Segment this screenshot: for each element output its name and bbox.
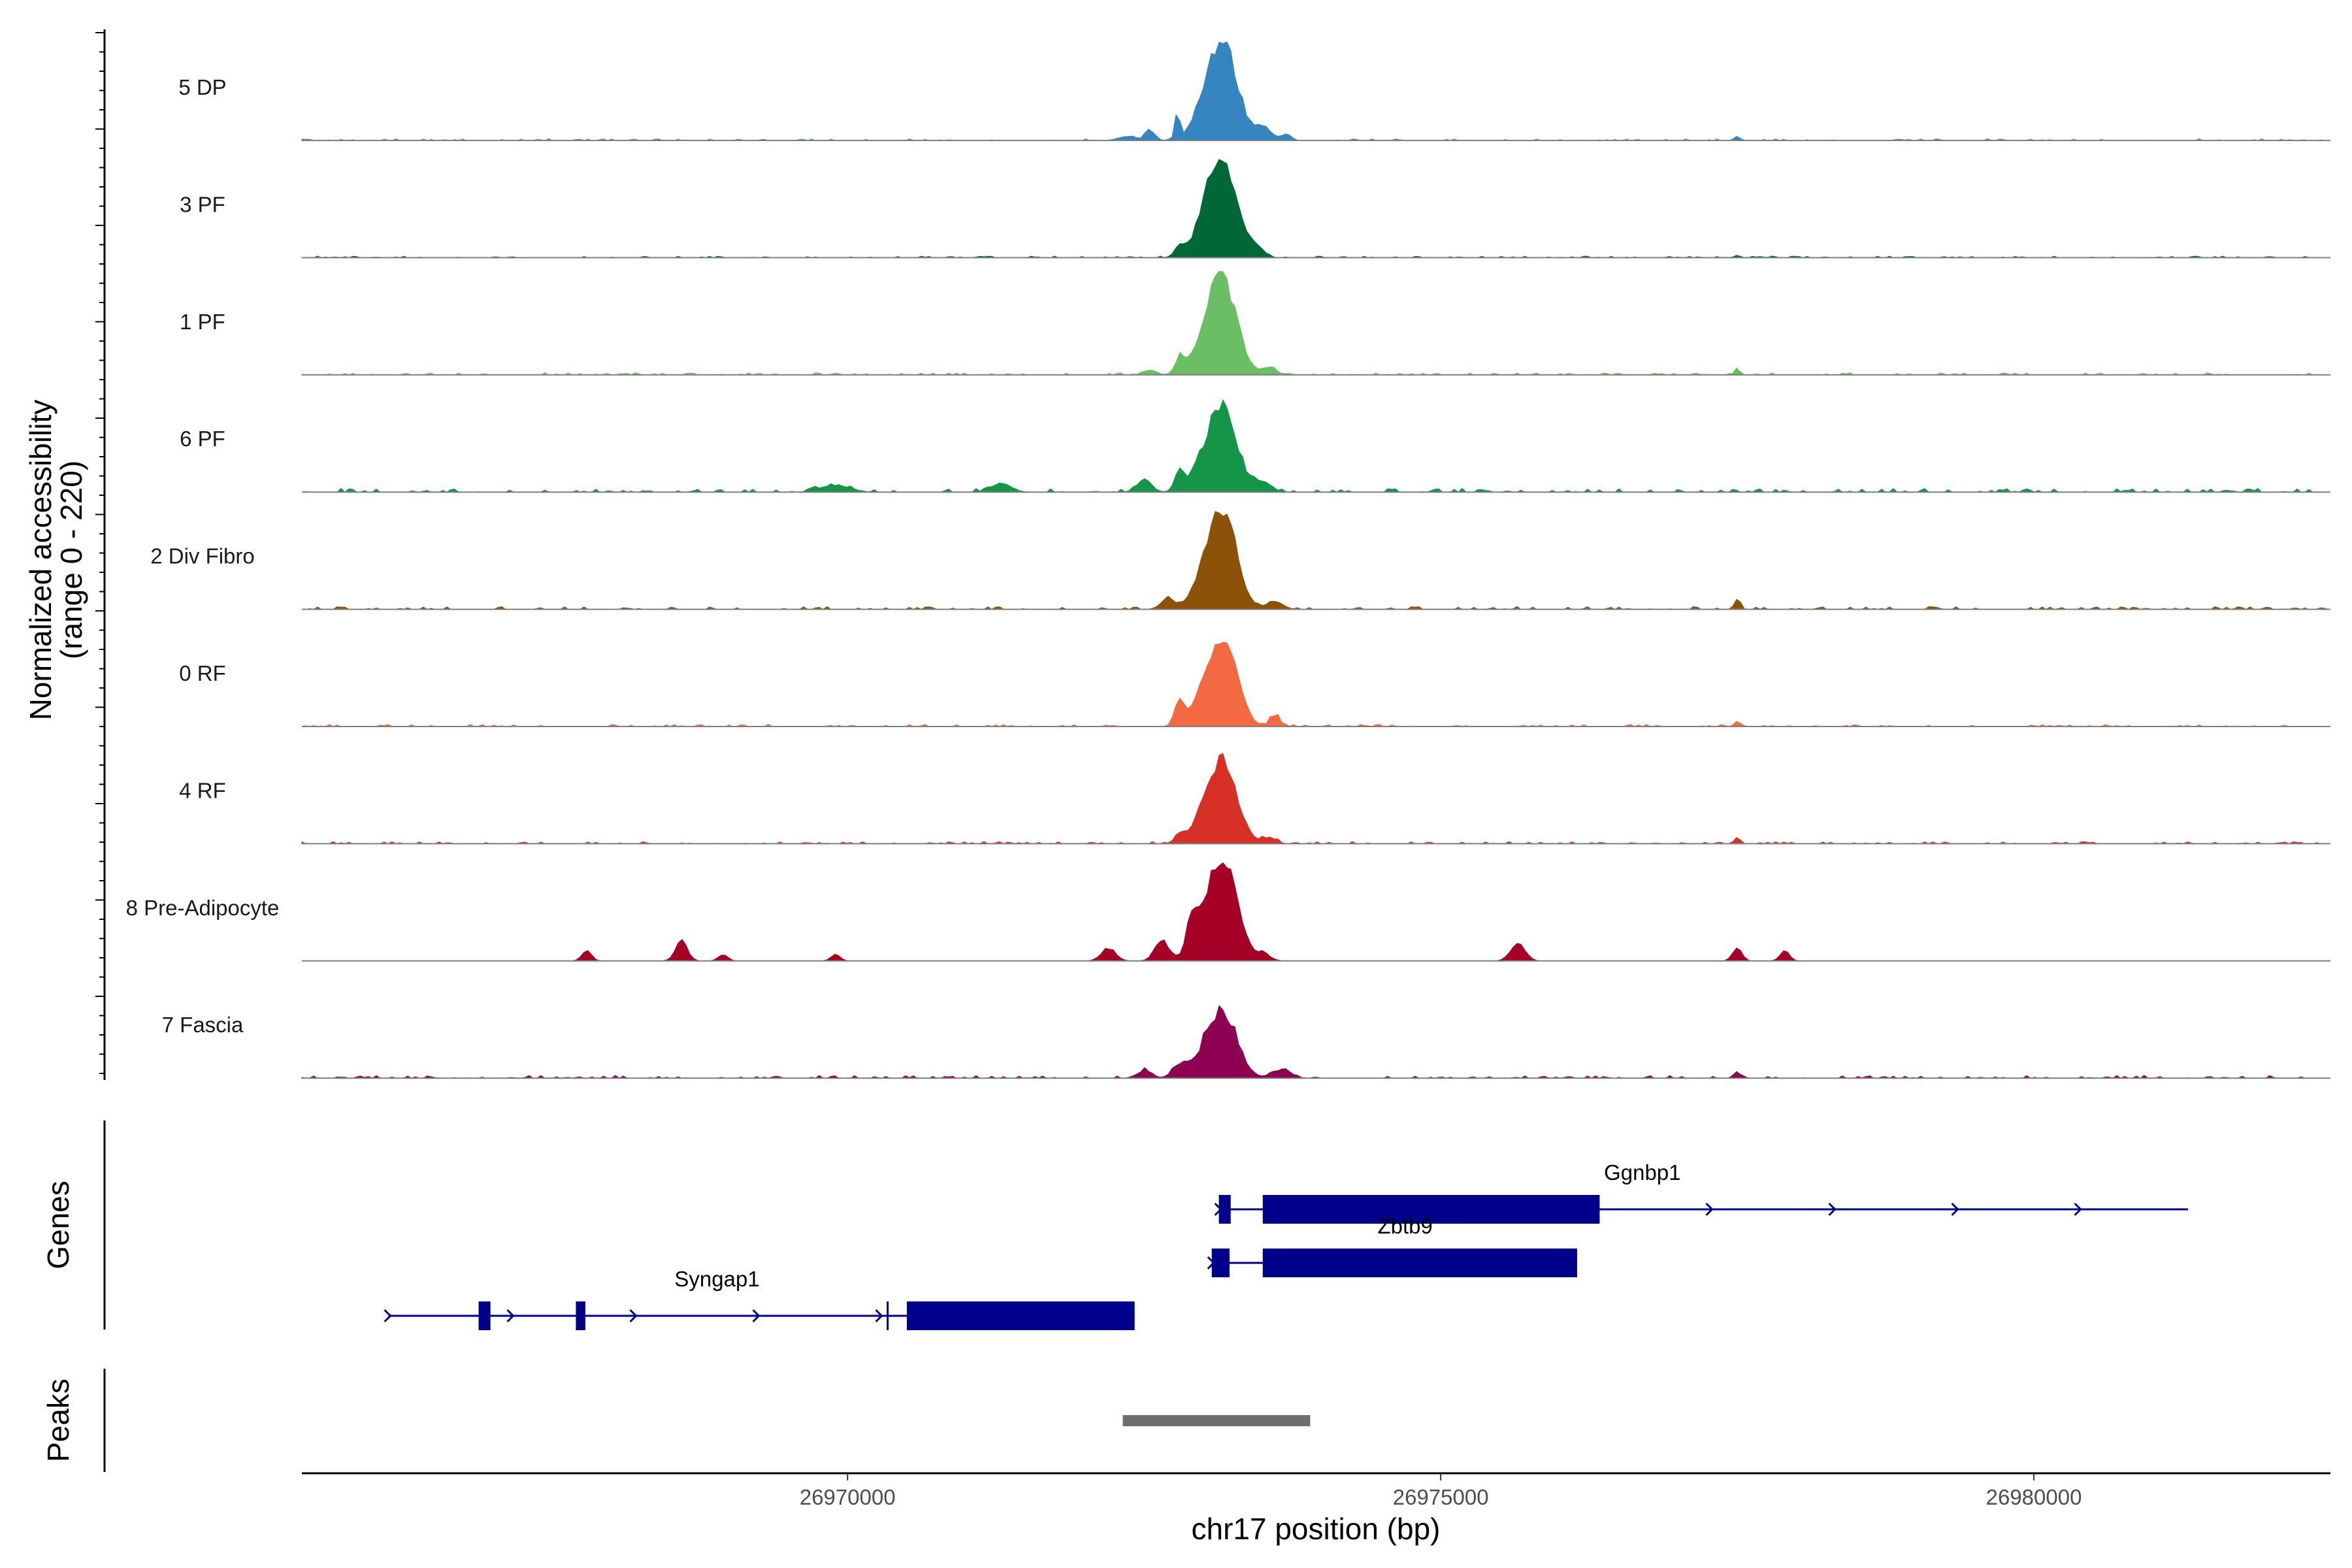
gene-label: Syngap1 bbox=[674, 1267, 759, 1291]
gene-exon bbox=[1262, 1195, 1600, 1224]
coverage-track: 3 PF bbox=[180, 159, 2330, 259]
gene-exon bbox=[1211, 1249, 1230, 1277]
gene-label: Zbtb9 bbox=[1377, 1214, 1432, 1238]
coverage-track: 1 PF bbox=[180, 270, 2330, 376]
peaks-panel-label: Peaks bbox=[41, 1379, 75, 1462]
strand-arrow bbox=[752, 1309, 760, 1323]
coverage-area bbox=[301, 41, 2330, 141]
x-axis-title: chr17 position (bp) bbox=[1192, 1512, 1441, 1546]
gene-model: Syngap1 bbox=[384, 1267, 1135, 1330]
x-tick-label: 26980000 bbox=[1986, 1485, 2082, 1509]
x-tick-label: 26975000 bbox=[1393, 1485, 1489, 1509]
track-label: 4 RF bbox=[179, 778, 226, 802]
track-label: 8 Pre-Adipocyte bbox=[126, 896, 280, 920]
coverage-tracks: 5 DP 3 PF 1 PF 6 PF 2 Div Fibro 0 RF 4 RF 8 Pre… bbox=[126, 41, 2331, 1079]
coverage-track: 8 Pre-Adipocyte bbox=[126, 862, 2330, 962]
coverage-track: 7 Fascia bbox=[162, 1005, 2331, 1079]
gene-annotation-track: Ggnbp1 Zbtb9 Syngap1 bbox=[384, 1160, 2189, 1330]
gene-exon bbox=[907, 1301, 1135, 1330]
coverage-area bbox=[301, 159, 2330, 258]
coverage-y-axis-ticks bbox=[95, 32, 105, 1074]
strand-arrow bbox=[629, 1309, 638, 1323]
coverage-area bbox=[301, 399, 2330, 493]
coverage-track: 2 Div Fibro bbox=[150, 511, 2330, 610]
track-label: 0 RF bbox=[179, 661, 226, 685]
strand-arrow bbox=[1828, 1202, 1837, 1217]
track-label: 3 PF bbox=[180, 192, 225, 216]
x-axis-ticks: 26970000 26975000 26980000 bbox=[800, 1473, 2082, 1509]
gene-exon bbox=[1218, 1195, 1231, 1224]
track-label: 5 DP bbox=[178, 75, 226, 99]
gene-exon bbox=[478, 1301, 491, 1330]
strand-arrow bbox=[1705, 1202, 1714, 1217]
track-label: 7 Fascia bbox=[162, 1013, 244, 1037]
peak-region bbox=[1122, 1415, 1311, 1426]
coverage-area bbox=[302, 511, 2330, 610]
track-label: 2 Div Fibro bbox=[150, 544, 255, 568]
gene-exon bbox=[887, 1301, 889, 1330]
coverage-track: 0 RF bbox=[179, 642, 2330, 727]
coverage-track: 6 PF bbox=[180, 399, 2330, 493]
coverage-area bbox=[301, 642, 2330, 727]
coverage-track: 5 DP bbox=[178, 41, 2330, 141]
coverage-area bbox=[301, 753, 2331, 844]
coverage-area bbox=[302, 862, 2330, 962]
genes-panel-label: Genes bbox=[41, 1181, 75, 1269]
gene-label: Ggnbp1 bbox=[1604, 1160, 1680, 1184]
strand-arrow bbox=[1951, 1202, 1959, 1217]
coverage-area bbox=[301, 1005, 2331, 1079]
track-label: 6 PF bbox=[180, 427, 225, 451]
strand-arrow bbox=[384, 1309, 392, 1323]
peak-track bbox=[1122, 1415, 1311, 1426]
y-axis-title: Normalized accessibility bbox=[24, 400, 57, 721]
gene-exon bbox=[576, 1301, 585, 1330]
x-tick-label: 26970000 bbox=[800, 1485, 896, 1509]
strand-arrow bbox=[875, 1309, 883, 1323]
gene-model: Ggnbp1 bbox=[1214, 1160, 2189, 1224]
gene-model: Zbtb9 bbox=[1207, 1214, 1577, 1277]
gene-exon bbox=[1262, 1249, 1577, 1277]
strand-arrow bbox=[506, 1309, 515, 1323]
strand-arrow bbox=[2074, 1202, 2082, 1217]
y-axis-range: (range 0 - 220) bbox=[54, 461, 88, 659]
track-label: 1 PF bbox=[180, 310, 225, 334]
coverage-area bbox=[301, 270, 2330, 376]
coverage-track: 4 RF bbox=[179, 753, 2331, 845]
